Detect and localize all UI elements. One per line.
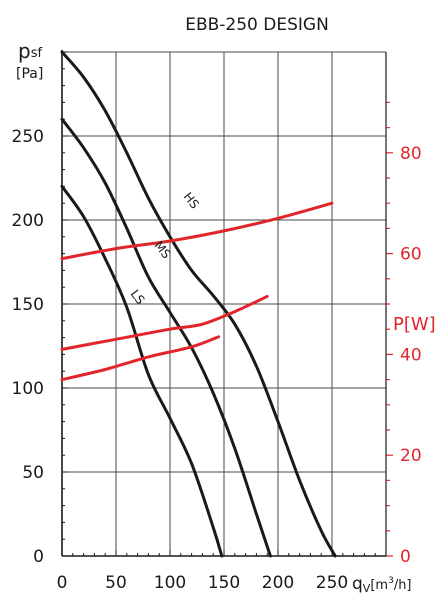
bottom-tick-label: 200 (262, 573, 294, 593)
grid (62, 52, 386, 556)
bottom-tick-label: 100 (154, 573, 186, 593)
power-curve-ms (60, 294, 269, 351)
bottom-tick-label: 250 (316, 573, 348, 593)
bottom-tick-label: 0 (57, 573, 68, 593)
left-axis-ticks: 0 50 100 150 200 250 (12, 51, 68, 567)
right-tick-label: 40 (400, 345, 422, 365)
bottom-tick-label: 150 (208, 573, 240, 593)
right-tick-label: 20 (400, 446, 422, 466)
power-curve-ls (60, 335, 221, 382)
left-tick-label: 0 (33, 547, 44, 567)
left-tick-label: 250 (12, 127, 44, 147)
pressure-curve-hs (60, 50, 337, 558)
curve-label-hs: HS (181, 190, 202, 212)
curve-label-ls: LS (128, 287, 148, 307)
right-tick-label: 80 (400, 144, 422, 164)
chart-title: EBB-250 DESIGN (185, 15, 329, 35)
right-tick-label: 0 (400, 547, 411, 567)
series-layer (60, 50, 337, 558)
power-curve-hs (60, 201, 334, 261)
bottom-axis-ticks: 0 50 100 150 200 250 (57, 550, 387, 593)
y-axis-unit-left: [Pa] (16, 66, 43, 82)
y-axis-label-right: P[W] (393, 314, 436, 335)
pressure-curve-ms (60, 117, 272, 558)
bottom-tick-label: 50 (105, 573, 127, 593)
left-tick-label: 150 (12, 295, 44, 315)
left-tick-label: 200 (12, 211, 44, 231)
left-tick-label: 50 (22, 463, 44, 483)
right-tick-label: 60 (400, 245, 422, 265)
pressure-curve-ls (60, 184, 224, 558)
y-axis-label-left: psf (18, 39, 42, 63)
left-tick-label: 100 (12, 379, 44, 399)
x-axis-label: qV[m3/h] (352, 574, 412, 595)
right-axis-ticks: 0 20 40 60 80 (386, 101, 422, 567)
